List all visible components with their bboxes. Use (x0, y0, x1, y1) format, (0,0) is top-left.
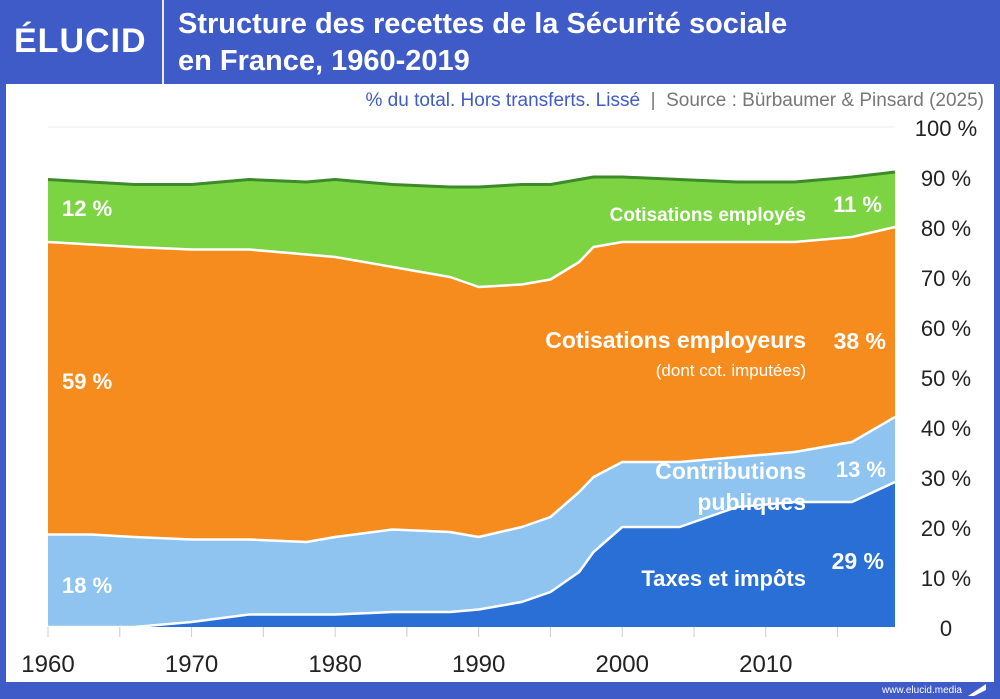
area-cotisations-employés (48, 172, 895, 287)
separator: | (650, 90, 656, 111)
x-tick-label: 2000 (596, 651, 649, 678)
y-tick-label: 80 % (921, 216, 971, 241)
y-tick-label: 30 % (921, 466, 971, 491)
x-tick-label: 1990 (452, 651, 505, 678)
top-line (47, 170, 896, 189)
label-employes-start: 12 % (62, 196, 112, 221)
x-tick-label: 1970 (165, 651, 218, 678)
label-publiques-start: 18 % (62, 573, 112, 598)
label-publiques-name-1: Contributions (655, 458, 806, 484)
area-cotisations-employeurs (48, 227, 895, 542)
source: Source : Bürbaumer & Pinsard (2025) (666, 90, 984, 111)
y-tick-label: 90 % (921, 166, 971, 191)
area-taxes-et-impôts (48, 482, 895, 627)
label-employes-end: 11 % (833, 192, 882, 217)
y-tick-label: 10 % (921, 566, 971, 591)
label-taxes-end: 29 % (832, 548, 884, 574)
chart-title: Structure des recettes de la Sécurité so… (178, 6, 787, 80)
brand-mark-icon (968, 684, 986, 696)
label-employeurs-end: 38 % (834, 328, 886, 354)
label-employeurs-start: 59 % (62, 369, 112, 394)
subtitle: % du total. Hors transferts. Lissé | Sou… (365, 90, 984, 112)
y-tick-label: 70 % (921, 266, 971, 291)
label-taxes-name: Taxes et impôts (641, 566, 806, 591)
label-employeurs-name: Cotisations employeurs (545, 327, 806, 353)
label-employeurs-note: (dont cot. imputées) (656, 361, 806, 380)
label-publiques-end: 13 % (836, 457, 886, 482)
title-line-1: Structure des recettes de la Sécurité so… (178, 8, 788, 40)
y-tick-label: 50 % (921, 366, 971, 391)
header: ÉLUCID Structure des recettes de la Sécu… (0, 0, 1000, 84)
y-tick-label: 60 % (921, 316, 971, 341)
divider (162, 0, 164, 84)
area-contributions-publiques (48, 417, 895, 627)
y-tick-label: 20 % (921, 516, 971, 541)
subtitle-note: % du total. Hors transferts. Lissé (365, 90, 641, 111)
title-line-2: en France, 1960-2019 (178, 45, 470, 77)
label-employes-name: Cotisations employés (610, 205, 806, 226)
y-tick-label: 40 % (921, 416, 971, 441)
x-tick-label: 1980 (308, 651, 361, 678)
y-tick-label: 100 % (915, 116, 977, 141)
series-boundary-line (48, 415, 896, 544)
y-tick-label: 0 (940, 616, 952, 641)
website-url[interactable]: www.elucid.media (881, 685, 962, 696)
series-boundary-line (47, 225, 896, 289)
series-boundary-line (48, 480, 896, 629)
x-tick-label: 2010 (739, 651, 792, 678)
x-tick-label: 1960 (21, 651, 74, 678)
logo: ÉLUCID (14, 22, 147, 60)
label-publiques-name-2: publiques (697, 489, 806, 515)
